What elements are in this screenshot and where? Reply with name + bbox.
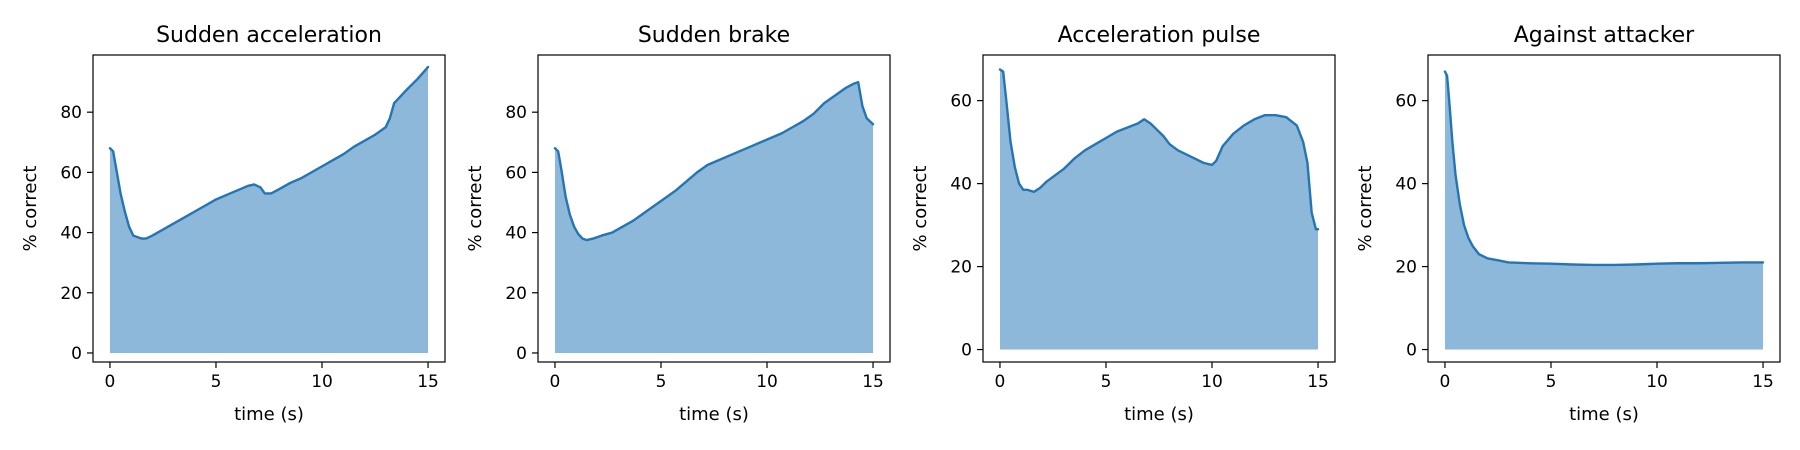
y-axis-label: % correct — [465, 166, 486, 252]
y-axis-label: % correct — [1355, 166, 1376, 252]
x-tick-label: 0 — [550, 372, 561, 392]
area-fill — [1444, 71, 1764, 350]
area-fill — [554, 82, 874, 353]
chart-panel-4: 0 5 10 15 0 20 40 60 Against attacker time (s) % c… — [1355, 23, 1781, 425]
x-tick-label: 5 — [1101, 372, 1112, 392]
plot-frame — [92, 54, 446, 363]
plot-frame — [982, 54, 1336, 363]
chart-title: Against attacker — [1514, 23, 1695, 48]
y-tick-label: 0 — [71, 344, 82, 364]
y-tick-label: 0 — [516, 344, 527, 364]
x-axis-label: time (s) — [234, 404, 304, 425]
y-tick-label: 60 — [505, 163, 527, 183]
chart-panel-1: 0 5 10 15 0 20 40 60 80 Sudden acceleration time (… — [20, 23, 446, 425]
area-fill — [999, 69, 1319, 350]
chart-panel-3: 0 5 10 15 0 20 40 60 Acceleration pulse time (s)%… — [910, 23, 1336, 425]
x-axis-label: time (s) — [1569, 404, 1639, 425]
x-tick-label: 0 — [105, 372, 116, 392]
x-tick-label: 10 — [1646, 372, 1668, 392]
y-tick-label: 0 — [961, 341, 972, 361]
y-tick-label: 60 — [1395, 92, 1417, 112]
y-axis-label: % correct — [20, 166, 41, 252]
y-tick-label: 20 — [60, 284, 82, 304]
x-tick-label: 15 — [417, 372, 439, 392]
x-tick-label: 10 — [1201, 372, 1223, 392]
y-tick-label: 40 — [950, 175, 972, 195]
x-tick-label: 15 — [862, 372, 884, 392]
area-fill — [109, 67, 429, 353]
plot-frame — [1427, 54, 1781, 363]
x-tick-label: 0 — [1440, 372, 1451, 392]
x-tick-label: 5 — [1546, 372, 1557, 392]
plot-frame — [537, 54, 891, 363]
x-tick-label: 0 — [995, 372, 1006, 392]
series-line — [998, 68, 1320, 231]
x-axis-label: time (s) — [1124, 404, 1194, 425]
y-tick-label: 60 — [950, 92, 972, 112]
chart-title: Sudden brake — [638, 23, 790, 48]
y-tick-label: 80 — [505, 103, 527, 123]
series-line — [553, 80, 875, 242]
x-tick-label: 10 — [311, 372, 333, 392]
y-tick-label: 0 — [1406, 341, 1417, 361]
chart-title: Sudden acceleration — [156, 23, 382, 48]
y-tick-label: 20 — [505, 284, 527, 304]
y-tick-label: 40 — [505, 224, 527, 244]
series-line — [108, 65, 430, 240]
x-axis-label: time (s) — [679, 404, 749, 425]
x-tick-label: 10 — [756, 372, 778, 392]
x-tick-label: 15 — [1307, 372, 1329, 392]
x-tick-label: 5 — [211, 372, 222, 392]
y-tick-label: 20 — [950, 258, 972, 278]
y-tick-label: 80 — [60, 103, 82, 123]
x-tick-label: 5 — [656, 372, 667, 392]
y-axis-label: % correct — [910, 166, 931, 252]
y-tick-label: 40 — [60, 224, 82, 244]
chart-title: Acceleration pulse — [1058, 23, 1261, 48]
y-tick-label: 20 — [1395, 258, 1417, 278]
y-tick-label: 60 — [60, 163, 82, 183]
x-tick-label: 15 — [1752, 372, 1774, 392]
series-line — [1443, 70, 1765, 267]
y-tick-label: 40 — [1395, 175, 1417, 195]
chart-panel-2: 0 5 10 15 0 20 40 60 80 Sudden brake time (s) % cor… — [465, 23, 891, 425]
